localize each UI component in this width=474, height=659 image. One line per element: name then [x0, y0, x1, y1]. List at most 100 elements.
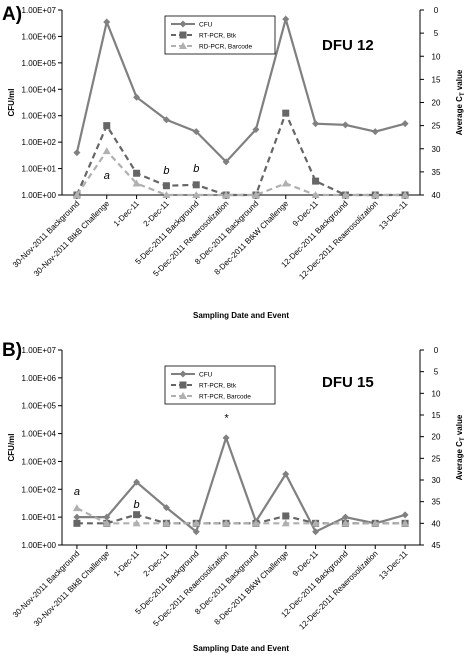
data-point	[162, 182, 170, 190]
legend-swatch-marker	[179, 392, 187, 399]
legend-label: RT-PCR, Btk	[199, 33, 237, 40]
y-tick-label: 1.00E+04	[22, 430, 57, 439]
legend-label: RT-PCR, Barcode	[199, 394, 251, 401]
y-axis-title: CFU/ml	[7, 89, 16, 117]
data-point	[103, 18, 111, 26]
panel-label: B)	[2, 340, 22, 361]
y2-tick-label: 45	[432, 541, 441, 550]
y-tick-label: 1.00E+03	[22, 457, 57, 466]
data-point	[281, 519, 290, 527]
x-tick-label: 13-Dec-11	[377, 549, 410, 582]
data-point	[162, 116, 170, 124]
data-point	[102, 519, 111, 527]
data-point	[312, 177, 320, 185]
y2-tick-label: 10	[432, 52, 441, 61]
data-point	[311, 191, 320, 198]
data-point	[312, 528, 320, 536]
y2-axis-title-tail: value	[455, 414, 464, 437]
y2-axis-title: Average CT value	[455, 69, 466, 135]
series-diamond	[73, 434, 409, 536]
y2-axis-title-main: Average C	[455, 96, 464, 136]
series-triangle	[72, 504, 410, 527]
data-point	[132, 179, 141, 187]
y2-tick-label: 40	[432, 519, 441, 528]
y-tick-label: 1.00E+07	[22, 6, 57, 15]
y2-axis-title-tail: value	[455, 69, 464, 92]
series-line	[76, 513, 406, 525]
y2-tick-label: 15	[432, 75, 441, 84]
y-tick-label: 1.00E+02	[22, 138, 57, 147]
series-line	[76, 507, 406, 525]
y2-tick-label: 5	[434, 368, 439, 377]
data-point	[252, 126, 260, 134]
y2-tick-label: 15	[432, 411, 441, 420]
data-point	[162, 504, 170, 512]
data-point	[341, 121, 349, 129]
data-point	[133, 169, 141, 177]
series-diamond	[73, 15, 409, 166]
x-tick-label: 1-Dec-11	[112, 549, 142, 579]
data-point	[222, 434, 230, 442]
data-point	[282, 470, 290, 478]
y2-axis-title-sub: T	[460, 92, 466, 96]
data-point	[73, 513, 81, 521]
legend-swatch-marker	[179, 381, 187, 389]
y2-tick-label: 0	[434, 346, 439, 355]
y-tick-label: 1.00E+07	[22, 346, 57, 355]
legend-swatch-marker	[179, 42, 187, 49]
x-tick-label: 9-Dec-11	[291, 199, 321, 229]
data-point	[192, 181, 200, 189]
data-point	[103, 513, 111, 521]
data-point	[162, 191, 171, 198]
data-point	[401, 511, 409, 519]
data-point	[103, 122, 111, 130]
legend-swatch-marker	[179, 20, 187, 28]
data-point	[401, 120, 409, 128]
series-line	[76, 149, 406, 197]
data-point	[192, 528, 200, 536]
data-point	[72, 191, 81, 198]
y2-tick-label: 25	[432, 454, 441, 463]
data-point	[371, 519, 380, 527]
chart-title: DFU 15	[322, 374, 374, 391]
data-point	[341, 191, 350, 198]
legend-label: RD-PCR, Barcode	[199, 44, 252, 51]
y2-tick-label: 30	[432, 145, 441, 154]
y2-tick-label: 40	[432, 191, 441, 200]
data-point	[162, 519, 171, 527]
data-point	[192, 519, 201, 527]
legend-label: RT-PCR, Btk	[199, 383, 237, 390]
y2-tick-label: 0	[434, 6, 439, 15]
y-tick-label: 1.00E+01	[22, 165, 57, 174]
series-line	[75, 15, 406, 164]
y-tick-label: 1.00E+00	[22, 191, 57, 200]
x-axis-title: Sampling Date and Event	[193, 644, 289, 653]
y-tick-label: 1.00E+04	[22, 85, 57, 94]
annotation-label: a	[104, 170, 110, 182]
y-tick-label: 1.00E+03	[22, 112, 57, 121]
y-tick-label: 1.00E+06	[22, 374, 57, 383]
data-point	[282, 109, 290, 117]
legend-label: CFU	[199, 372, 213, 379]
data-point	[341, 519, 350, 527]
y2-tick-label: 20	[432, 99, 441, 108]
annotation-label: b	[134, 499, 140, 511]
data-point	[133, 93, 141, 101]
data-point	[192, 191, 201, 198]
data-point	[371, 128, 379, 136]
x-axis-title: Sampling Date and Event	[193, 311, 289, 320]
x-tick-label: 9-Dec-11	[291, 549, 321, 579]
y-tick-label: 1.00E+06	[22, 32, 57, 41]
y-tick-label: 1.00E+00	[22, 541, 57, 550]
chart-panel-b: 1.00E+00 1.00E+01 1.00E+02 1.00E+03 1.00E+04…	[2, 340, 466, 653]
data-point	[341, 513, 349, 521]
y2-axis-title: Average CT value	[455, 414, 466, 480]
annotation-label: b	[163, 165, 169, 177]
data-point	[371, 191, 380, 198]
data-point	[401, 519, 410, 527]
legend-label: CFU	[199, 22, 213, 29]
x-tick-label: 2-Dec-11	[142, 549, 172, 579]
data-point	[133, 478, 141, 486]
data-point	[282, 15, 290, 23]
